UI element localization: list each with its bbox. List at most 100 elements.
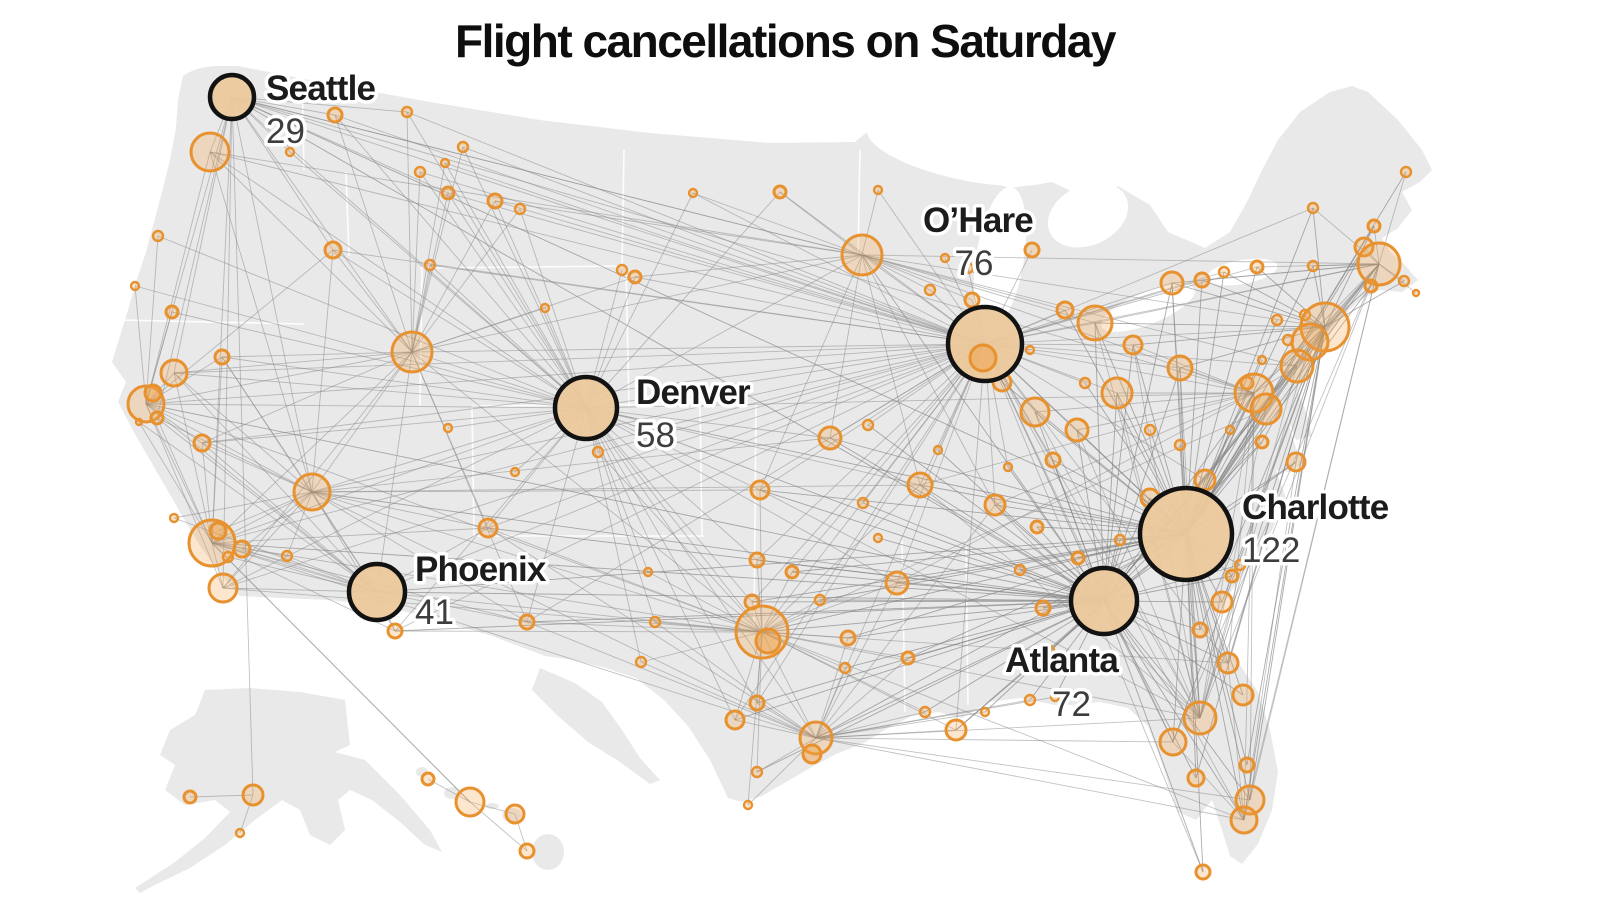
route-slc-elp (411, 351, 528, 623)
route-msp-bna (861, 254, 996, 506)
airport-circle-boi (323, 240, 343, 260)
route-jfk-pwm (1324, 225, 1375, 328)
route-jfk-buf (1171, 282, 1326, 328)
airport-circle-msy (944, 718, 968, 742)
route-ord-sea (231, 96, 986, 345)
route-sea-slc (231, 96, 413, 353)
route-iah-btr (815, 711, 926, 739)
route-lax-abq (211, 527, 489, 544)
route-bos-roc (1201, 263, 1380, 281)
airport-circle-oma (817, 425, 843, 451)
airport-circle-ilm (1233, 558, 1247, 572)
airport-circle-anc (241, 783, 265, 807)
airport-circle-stl (906, 471, 934, 499)
airport-circle-dal (754, 627, 782, 655)
airport-circle-koa (518, 842, 536, 860)
airport-circle-myr (1224, 568, 1240, 584)
route-mia-tpa (1172, 741, 1245, 821)
route-iah-bna (815, 504, 996, 739)
airport-circle-hou (801, 743, 823, 765)
route-msp-pdx (209, 151, 863, 256)
route-msp-phl (861, 254, 1298, 367)
route-den-smf (173, 372, 587, 409)
airport-circle-bis (687, 187, 699, 199)
lake-huron (1047, 182, 1129, 248)
route-clt-pvd (1185, 285, 1372, 535)
city-labels: Seattle 29 O’Hare 76 Denver 58 Phoenix 41 Charlo… (263, 66, 1394, 728)
route-ord-jax (984, 343, 1229, 664)
route-phx-fat (201, 442, 378, 593)
airport-circle-orf (1285, 451, 1307, 473)
airport-circle-gpt (979, 706, 991, 718)
airport-circle-mci (749, 479, 771, 501)
airport-circle-rdm (164, 304, 180, 320)
airport-circle-sat (724, 709, 746, 731)
route-den-msp (585, 254, 863, 409)
route-den-mso (419, 171, 587, 409)
airport-circle-dro (509, 466, 521, 478)
route-bos-dtw (1094, 263, 1380, 324)
route-dfw-xna (761, 599, 821, 633)
airport-circle-sba (168, 512, 180, 524)
route-msp-mci (759, 254, 863, 491)
route-sea-las (231, 96, 313, 493)
airport-circle-cpr (539, 302, 551, 314)
airport-circle-evv (1002, 461, 1014, 473)
route-clt-mem (896, 533, 1187, 584)
airport-circle-ena (234, 827, 246, 839)
route-mco-ewr (1199, 341, 1311, 719)
route-bos-bgr (1378, 171, 1407, 265)
route-slc-boi (332, 249, 413, 353)
airport-circle-cys (615, 263, 629, 277)
route-ord-phx (376, 343, 986, 593)
airport-circle-msp (840, 233, 884, 277)
route-dfw-mco (761, 631, 1201, 719)
route-atl-mia (1103, 600, 1245, 821)
route-lax-smf (173, 372, 213, 544)
route-atl-xna (819, 599, 1105, 602)
route-den-psc (289, 151, 587, 409)
route-ord-ict (756, 343, 986, 561)
route-den-lbb (585, 407, 656, 623)
route-jfk-mia (1243, 326, 1326, 821)
airport-circle-bet (182, 789, 198, 805)
route-phx-slc (376, 351, 413, 593)
airport-circle-gtf (456, 140, 470, 154)
airport-circle-psp (280, 549, 294, 563)
airport-circle-hsv (1013, 563, 1027, 577)
airport-circle-fca (400, 105, 414, 119)
route-ord-jfk (984, 326, 1326, 345)
route-atl-phx (376, 591, 1105, 602)
route-den-sat (585, 407, 736, 721)
airport-circle-shv (838, 661, 852, 675)
airport-circle-mgm (1044, 644, 1056, 656)
route-ord-geg (334, 114, 986, 345)
airport-circle-tri (1070, 550, 1086, 566)
route-slc-bzn (411, 192, 449, 353)
route-atl-dsm (867, 424, 1105, 602)
route-dfw-lbb (654, 621, 763, 633)
airport-circle-ama (642, 566, 654, 578)
route-den-geg (334, 114, 587, 409)
route-sea-boi (231, 96, 334, 251)
route-dfw-ama (647, 571, 763, 633)
route-iad-cle (1132, 344, 1255, 394)
route-slc-rap (411, 276, 636, 353)
route-bos-pvd (1370, 263, 1380, 287)
route-atl-dfw (761, 600, 1105, 633)
city-label-ord: O’Hare (923, 201, 1033, 240)
airport-circles (126, 72, 1421, 881)
route-dfw-maf (640, 631, 763, 663)
airport-circle-dlh (872, 184, 884, 196)
route-ord-smf (173, 343, 986, 374)
route-las-rno (221, 356, 313, 493)
airport-circle-tul (784, 564, 800, 580)
airport-circle-sjc (149, 410, 165, 426)
mexico-shape (532, 668, 660, 784)
city-label-atl: Atlanta (1005, 641, 1119, 680)
route-jfk-fll (1249, 326, 1326, 801)
airport-circle-cmh (1100, 376, 1134, 410)
route-ord-iad (984, 343, 1255, 394)
route-hnl-lax (211, 542, 471, 803)
airport-circle-atl (1068, 565, 1140, 637)
